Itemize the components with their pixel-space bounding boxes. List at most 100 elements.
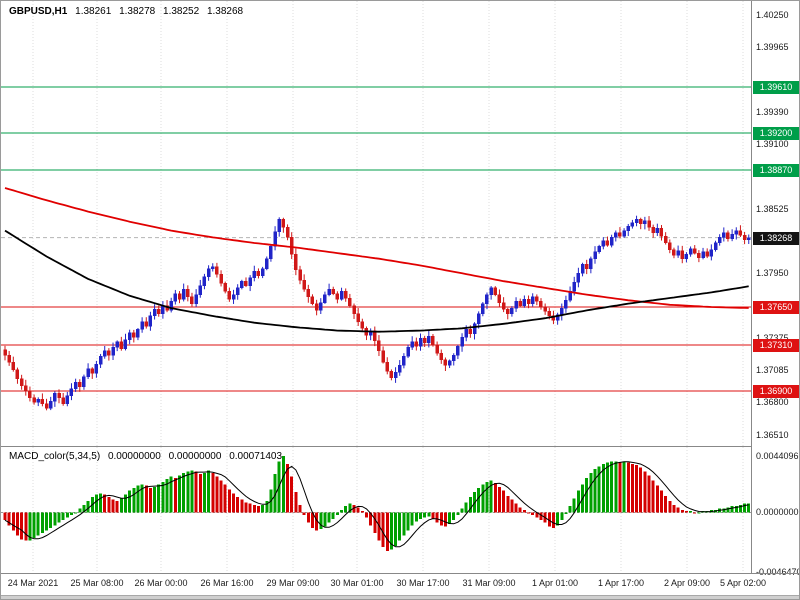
macd-histogram-bar (626, 462, 630, 513)
candle-body (107, 350, 111, 356)
ohlc-low: 1.38252 (163, 6, 200, 17)
candle-body (281, 219, 286, 228)
price-pane[interactable]: GBPUSD,H1 1.38261 1.38278 1.38252 1.3826… (1, 1, 751, 446)
time-axis-label: 31 Mar 09:00 (462, 578, 516, 588)
macd-histogram-bar (738, 504, 742, 513)
macd-histogram-bar (265, 500, 269, 513)
macd-histogram-bar (323, 512, 327, 527)
candle-body (730, 233, 734, 239)
macd-chart-svg[interactable] (1, 447, 751, 573)
price-tick-label: 1.39965 (756, 42, 789, 53)
time-axis[interactable]: 24 Mar 2021 25 Mar 08:00 26 Mar 00:00 26 Ma… (1, 573, 799, 596)
macd-histogram-bar (11, 512, 15, 531)
candle-body (468, 329, 473, 335)
macd-histogram-bar (568, 506, 572, 513)
macd-histogram-bar (103, 494, 107, 513)
macd-histogram-bar (672, 504, 676, 513)
candle-body (668, 242, 672, 250)
macd-histogram-bar (423, 512, 427, 518)
indicator-value-3: 0.00071403 (229, 451, 283, 462)
indicator-value-1: 0.00000000 (107, 451, 161, 462)
candle-body (593, 251, 597, 259)
candle-body (90, 368, 95, 374)
macd-histogram-bar (99, 493, 103, 513)
candle-body (630, 222, 635, 227)
candle-body (235, 287, 240, 295)
candle-body (717, 237, 722, 244)
candle-body (319, 302, 323, 311)
macd-histogram-bar (198, 474, 202, 513)
macd-histogram-bar (107, 497, 111, 513)
candle-body (231, 294, 236, 300)
candle-body (181, 288, 186, 300)
macd-histogram-bar (722, 508, 726, 513)
macd-histogram-bar (539, 512, 543, 521)
support-level-label: 1.36900 (753, 385, 799, 399)
macd-histogram-bar (94, 494, 98, 513)
macd-histogram-bar (373, 512, 377, 533)
candle-body (48, 401, 53, 409)
macd-histogram-bar (668, 500, 672, 513)
candle-body (414, 341, 419, 347)
macd-histogram-bar (344, 506, 348, 513)
time-axis-label: 1 Apr 17:00 (597, 578, 645, 588)
macd-histogram-bar (639, 467, 643, 513)
macd-histogram-bar (244, 502, 248, 513)
symbol-label: GBPUSD,H1 (9, 6, 68, 17)
candle-body (53, 393, 57, 402)
candle-body (256, 270, 261, 276)
macd-signal-line (4, 461, 749, 548)
candle-body (306, 288, 311, 298)
candle-body (119, 341, 124, 349)
candle-body (273, 231, 277, 247)
price-tick-label: 1.37085 (756, 365, 789, 376)
macd-histogram-bar (414, 512, 418, 522)
macd-histogram-bar (655, 485, 659, 513)
macd-histogram-bar (481, 484, 485, 513)
candle-body (331, 288, 335, 294)
macd-histogram-bar (211, 472, 215, 513)
candle-body (223, 283, 227, 292)
current-price-label: 1.38268 (753, 231, 799, 245)
candle-body (622, 230, 626, 237)
price-chart-svg[interactable] (1, 1, 751, 446)
macd-histogram-bar (439, 512, 443, 526)
macd-histogram-bar (684, 511, 688, 513)
time-axis-label: 30 Mar 01:00 (330, 578, 384, 588)
indicator-name: MACD_color(5,34,5) (9, 451, 101, 462)
macd-histogram-bar (614, 461, 618, 513)
candle-body (734, 230, 739, 235)
price-tick-label: 1.36800 (756, 397, 789, 408)
time-axis-label: 26 Mar 00:00 (134, 578, 188, 588)
macd-histogram-bar (610, 461, 614, 513)
macd-histogram-bar (680, 509, 684, 513)
candle-body (289, 237, 294, 255)
candle-body (368, 330, 373, 336)
macd-pane[interactable]: MACD_color(5,34,5) 0.00000000 0.00000000… (1, 446, 751, 574)
candle-body (518, 301, 522, 307)
candle-body (335, 293, 340, 300)
macd-histogram-bar (115, 500, 119, 513)
candle-body (215, 266, 219, 275)
candle-body (40, 398, 45, 404)
candle-body (692, 248, 697, 254)
candle-body (219, 274, 223, 284)
macd-histogram-bar (215, 476, 219, 513)
macd-histogram-bar (377, 512, 381, 541)
candle-body (543, 306, 547, 312)
macd-histogram-bar (232, 493, 236, 513)
macd-histogram-bar (734, 506, 738, 513)
price-axis[interactable]: 1.40250 1.39965 1.39390 1.39100 1.38525 1.379… (751, 1, 799, 577)
candle-body (285, 227, 290, 238)
macd-histogram-bar (560, 512, 564, 521)
macd-histogram-bar (136, 485, 140, 513)
candle-body (61, 397, 65, 404)
candle-body (36, 398, 40, 403)
macd-histogram-bar (306, 512, 310, 523)
candle-body (82, 376, 86, 387)
macd-histogram-bar (331, 512, 335, 519)
macd-histogram-bar (522, 509, 526, 513)
macd-histogram-bar (364, 512, 368, 518)
macd-histogram-bar (302, 512, 306, 516)
